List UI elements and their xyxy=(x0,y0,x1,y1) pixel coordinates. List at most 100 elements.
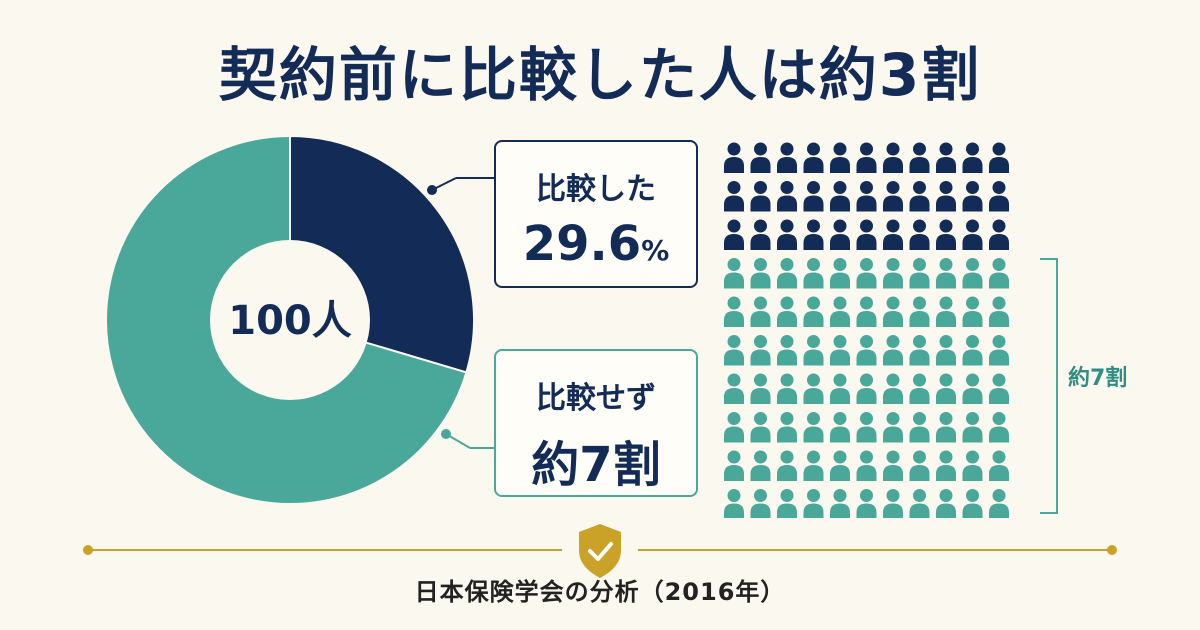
callout-not-compared-value: 約7割 xyxy=(531,437,661,493)
person-icon xyxy=(856,450,877,481)
chart-title: 契約前に比較した人は約3割 xyxy=(218,41,982,109)
person-icon xyxy=(724,412,744,443)
person-icon xyxy=(883,412,903,443)
person-icon xyxy=(936,181,956,212)
person-icon xyxy=(883,450,903,481)
person-icon xyxy=(989,142,1009,173)
person-icon xyxy=(777,296,797,327)
person-icon xyxy=(936,489,956,518)
person-icon xyxy=(803,489,824,518)
person-icon xyxy=(936,296,956,327)
person-icon xyxy=(830,335,850,366)
person-icon xyxy=(989,489,1009,518)
person-icon xyxy=(909,142,930,173)
person-icon xyxy=(750,450,771,481)
person-icon xyxy=(989,219,1009,250)
person-icon xyxy=(989,373,1009,404)
donut-hole xyxy=(210,240,370,400)
person-icon xyxy=(750,258,771,289)
person-icon xyxy=(803,412,824,443)
person-icon xyxy=(962,335,983,366)
person-icon xyxy=(830,142,850,173)
person-icon xyxy=(936,258,956,289)
person-icon xyxy=(909,181,930,212)
callout-compared-value: 29.6% xyxy=(496,216,696,272)
person-icon xyxy=(803,450,824,481)
person-pictogram xyxy=(724,142,1009,518)
person-icon xyxy=(962,219,983,250)
callout-compared-label: 比較した xyxy=(536,172,656,207)
person-icon xyxy=(883,258,903,289)
person-icon xyxy=(989,335,1009,366)
person-icon xyxy=(724,258,744,289)
person-icon xyxy=(936,142,956,173)
person-icon xyxy=(962,373,983,404)
person-icon xyxy=(777,412,797,443)
person-icon xyxy=(724,219,744,250)
person-icon xyxy=(936,219,956,250)
person-icon xyxy=(830,181,850,212)
person-icon xyxy=(962,296,983,327)
person-icon xyxy=(724,489,744,518)
person-icon xyxy=(883,181,903,212)
center-label: 100人 xyxy=(228,298,352,344)
person-icon xyxy=(883,219,903,250)
person-icon xyxy=(909,373,930,404)
person-icon xyxy=(856,335,877,366)
person-icon xyxy=(883,296,903,327)
callout-not-compared-label: 比較せず xyxy=(536,381,656,416)
person-icon xyxy=(856,181,877,212)
person-icon xyxy=(724,335,744,366)
person-icon xyxy=(856,219,877,250)
person-icon xyxy=(724,142,744,173)
person-icon xyxy=(750,373,771,404)
person-icon xyxy=(750,296,771,327)
person-icon xyxy=(777,335,797,366)
person-icon xyxy=(803,219,824,250)
person-icon xyxy=(936,450,956,481)
person-icon xyxy=(962,450,983,481)
donut-chart: 100人 xyxy=(105,134,475,505)
person-icon xyxy=(936,373,956,404)
person-icon xyxy=(803,335,824,366)
person-icon xyxy=(803,258,824,289)
person-icon xyxy=(830,489,850,518)
person-icon xyxy=(777,142,797,173)
person-icon xyxy=(777,258,797,289)
person-icon xyxy=(883,335,903,366)
person-icon xyxy=(989,412,1009,443)
person-icon xyxy=(909,258,930,289)
person-icon xyxy=(830,450,850,481)
person-icon xyxy=(830,219,850,250)
person-icon xyxy=(750,489,771,518)
person-icon xyxy=(856,412,877,443)
person-icon xyxy=(909,412,930,443)
person-icon xyxy=(830,412,850,443)
person-icon xyxy=(750,142,771,173)
person-icon xyxy=(724,450,744,481)
person-icon xyxy=(962,412,983,443)
person-icon xyxy=(962,142,983,173)
person-icon xyxy=(777,450,797,481)
person-icon xyxy=(724,373,744,404)
person-icon xyxy=(803,181,824,212)
not-compared-bracket xyxy=(1040,258,1058,514)
person-icon xyxy=(777,489,797,518)
person-icon xyxy=(724,296,744,327)
person-icon xyxy=(962,258,983,289)
callout-compared: 比較した 29.6% xyxy=(494,140,698,288)
person-icon xyxy=(909,335,930,366)
person-icon xyxy=(909,489,930,518)
person-icon xyxy=(750,219,771,250)
person-icon xyxy=(803,373,824,404)
person-icon xyxy=(989,181,1009,212)
person-icon xyxy=(830,296,850,327)
percent-unit: % xyxy=(641,234,670,267)
person-icon xyxy=(856,489,877,518)
bracket-label: 約7割 xyxy=(1068,366,1128,391)
footer-divider xyxy=(83,524,1117,578)
person-icon xyxy=(936,335,956,366)
person-icon xyxy=(750,412,771,443)
compared-percent: 29.6 xyxy=(522,216,642,272)
person-icon xyxy=(883,373,903,404)
